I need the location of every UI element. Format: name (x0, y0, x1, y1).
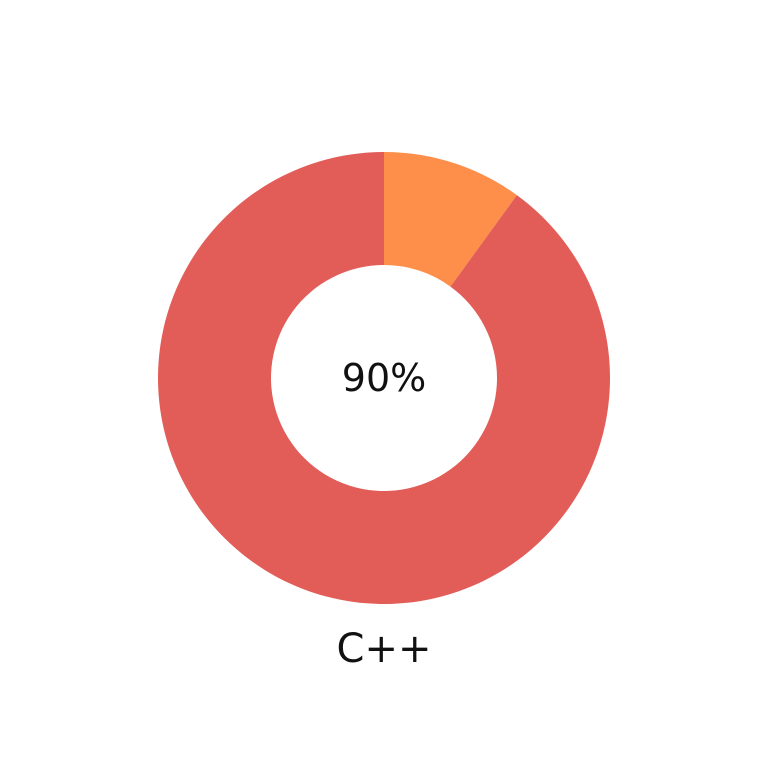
slice-secondary (384, 152, 517, 287)
slice-primary (157, 152, 610, 605)
center-percentage: 90% (342, 356, 426, 400)
language-label: C++ (337, 626, 432, 672)
donut-slices (157, 152, 610, 605)
